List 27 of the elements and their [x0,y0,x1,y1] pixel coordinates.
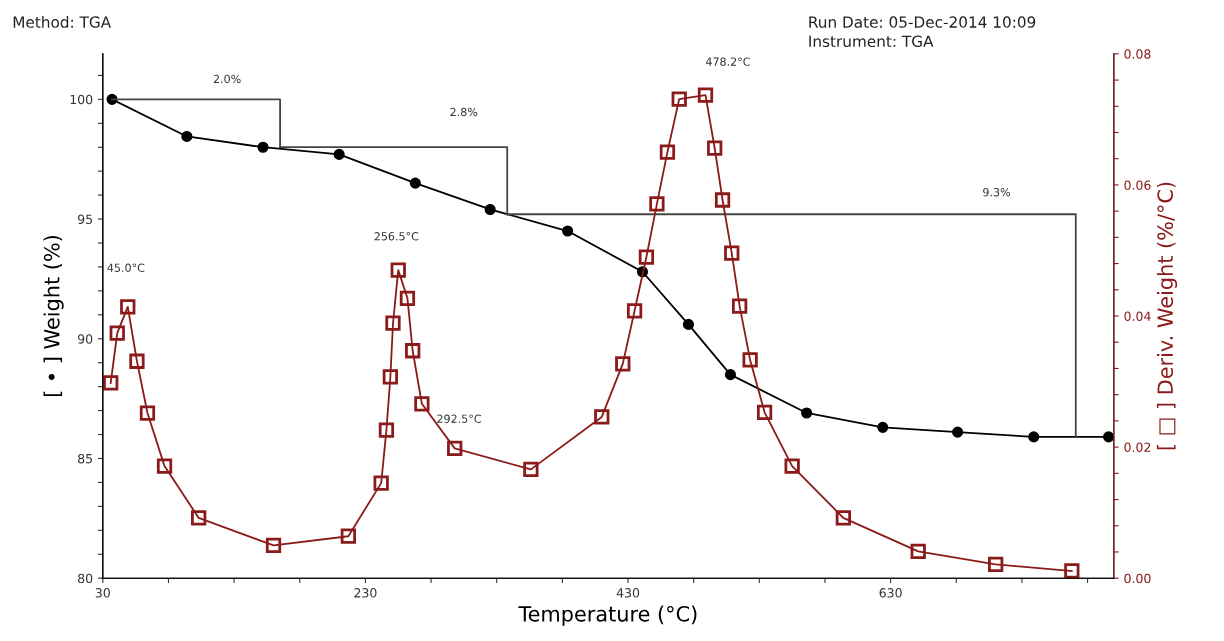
x-tick-label: 630 [879,588,902,598]
y2-tick-label: 0.04 [1124,311,1151,321]
text: Instrument: TGA [809,35,934,48]
y-tick-label: 80 [78,573,93,584]
text: Run Date: 05-Dec-2014 10:09 [809,16,1036,28]
annotation: 45.0°C [107,263,145,272]
y-tick-label: 95 [77,214,92,224]
y2-tick-label: 0.02 [1124,442,1151,453]
y2-axis-title: [ □ ] Deriv. Weight (%/°C) [1156,182,1178,450]
x-tick-label: 430 [616,588,640,598]
annotation: 478.2°C [705,57,750,66]
y2-tick-label: 0.06 [1124,180,1151,190]
text: Method: TGA [13,16,112,28]
annotation: 292.5°C [437,414,481,423]
y-axis-title: [ • ] Weight (%) [43,235,64,397]
y-tick-label: 90 [77,334,93,344]
annotation: 256.5°C [374,232,419,241]
annotation: 2.8% [450,107,478,117]
y-tick-label: 85 [78,453,92,464]
x-tick-label: 230 [354,588,377,598]
y-tick-label: 100 [70,94,93,105]
annotation: 9.3% [983,188,1011,197]
x-tick-label: 30 [95,588,110,598]
y2-tick-label: 0.08 [1124,49,1151,59]
annotation: 2.0% [213,74,241,84]
y2-tick-label: 0.00 [1124,573,1151,584]
x-axis-title: Temperature (°C) [518,605,697,626]
